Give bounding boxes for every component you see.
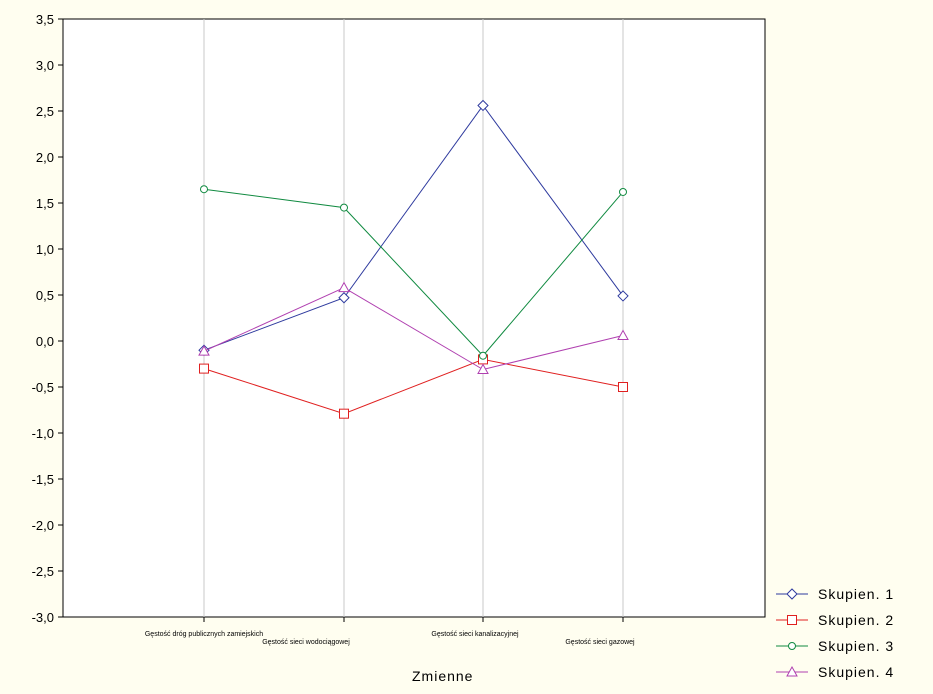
y-tick-label: 0,0 <box>36 334 54 349</box>
x-tick-label: Gęstość sieci gazowej <box>565 639 635 646</box>
x-tick-label: Gęstość dróg publicznych zamiejskich <box>145 631 263 638</box>
y-tick-label: -1,5 <box>32 472 54 487</box>
x-axis-label: Zmienne <box>412 668 473 684</box>
series-group <box>198 99 629 419</box>
series-line-3 <box>203 188 624 357</box>
data-point-s4-2 <box>338 281 350 293</box>
y-axis: 3,5 3,0 2,5 2,0 1,5 1,0 0,5 0,0 -0,5 -1,0 -1,5 -2,0… <box>32 12 63 625</box>
x-tick-label: Gęstość sieci wodociągowej <box>262 639 350 646</box>
x-tick-label: Gęstość sieci kanalizacyjnej <box>431 631 519 638</box>
series-3 <box>200 185 627 360</box>
data-point-s2-1 <box>199 363 209 374</box>
y-tick-label: -3,0 <box>32 610 54 625</box>
data-point-s1-2 <box>338 292 350 304</box>
plot-area <box>62 18 766 618</box>
x-axis: Gęstość dróg publicznych zamiejskichGęst… <box>145 617 635 646</box>
legend-marker <box>787 615 797 625</box>
data-point-s1-4 <box>617 290 629 302</box>
y-tick-label: -2,5 <box>32 564 54 579</box>
legend-entry-2: Skupien. 2 <box>776 612 894 628</box>
data-point-s1-3 <box>477 99 489 112</box>
data-point-s2-4 <box>618 382 628 392</box>
y-tick-label: 1,5 <box>36 196 54 211</box>
legend-label: Skupien. 4 <box>818 664 894 680</box>
data-point-s3-4 <box>619 187 627 196</box>
grid-lines <box>203 19 624 617</box>
y-tick-label: 1,0 <box>36 242 54 257</box>
series-line-4 <box>203 287 624 371</box>
y-tick-label: 3,5 <box>36 12 54 27</box>
data-point-s3-1 <box>200 185 208 194</box>
legend: Skupien. 1 Skupien. 2 Skupien. 3 Skupien. 4 <box>776 586 894 680</box>
legend-marker <box>786 665 798 677</box>
y-tick-label: 2,5 <box>36 104 54 119</box>
y-tick-label: -0,5 <box>32 380 54 395</box>
legend-entry-4: Skupien. 4 <box>776 664 894 680</box>
legend-entry-1: Skupien. 1 <box>776 586 894 602</box>
y-tick-label: 2,0 <box>36 150 54 165</box>
data-point-s3-2 <box>340 203 348 212</box>
series-line-1 <box>203 104 624 351</box>
data-point-s2-2 <box>339 408 349 419</box>
y-tick-label: 3,0 <box>36 58 54 73</box>
legend-label: Skupien. 3 <box>818 638 894 654</box>
legend-entry-3: Skupien. 3 <box>776 638 894 654</box>
data-point-s3-3 <box>479 351 487 360</box>
legend-label: Skupien. 2 <box>818 612 894 628</box>
series-line-2 <box>203 358 624 415</box>
legend-label: Skupien. 1 <box>818 586 894 602</box>
data-point-s4-3 <box>477 363 489 375</box>
series-4 <box>198 281 629 375</box>
y-tick-label: -1,0 <box>32 426 54 441</box>
legend-marker <box>786 588 798 600</box>
y-tick-label: -2,0 <box>32 518 54 533</box>
y-tick-label: 0,5 <box>36 288 54 303</box>
data-point-s4-1 <box>198 345 210 356</box>
data-point-s4-4 <box>617 329 629 340</box>
legend-marker <box>788 642 796 650</box>
